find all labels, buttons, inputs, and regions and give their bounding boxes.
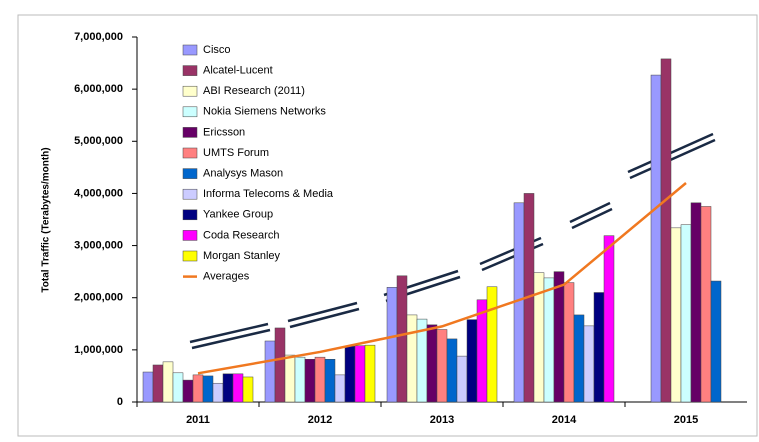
bar [142,371,154,403]
average-line [197,182,687,375]
legend-label: Analysys Mason [203,168,283,180]
bar [690,202,702,403]
legend-swatch [182,209,198,221]
legend-label: ABI Research (2011) [203,85,305,97]
legend-swatch [182,230,198,241]
bar [543,277,555,403]
bar [650,74,662,403]
y-tick-label: 1,000,000 [74,344,123,356]
bar [284,354,296,403]
bar [334,374,346,403]
bar [304,358,316,403]
bar [192,374,204,403]
legend-label: Yankee Group [203,209,273,221]
bar [324,358,336,403]
y-tick-label: 3,000,000 [74,239,123,251]
bar [710,280,722,403]
bar [294,356,306,403]
bar [700,206,712,403]
bar [456,355,468,403]
x-tick-label: 2011 [186,414,210,426]
legend-swatch [182,250,198,262]
bar [446,338,458,403]
bar [426,324,438,403]
bar [553,271,565,403]
bar [152,364,164,403]
bar [242,376,254,403]
legend-label: UMTS Forum [203,147,269,159]
bar [563,282,575,403]
bar [406,314,418,403]
x-tick-label: 2015 [674,414,698,426]
bar [314,356,326,403]
bar [603,235,615,403]
legend-label: Alcatel-Lucent [203,65,273,77]
legend-label: Cisco [203,44,231,56]
bar [274,327,286,403]
bar [172,372,184,403]
legend-label: Informa Telecoms & Media [203,188,334,200]
legend-swatch [182,127,198,138]
y-tick-label: 6,000,000 [74,83,123,95]
bar [182,379,194,403]
y-axis-label: Total Traffic (Terabytes/month) [41,147,52,292]
bar [680,224,692,403]
y-tick-label: 2,000,000 [74,292,123,304]
legend-swatch [182,106,198,118]
bar [396,275,408,403]
x-tick-label: 2012 [308,414,332,426]
bar [436,329,448,403]
bar [222,373,234,403]
legend-swatch [182,147,198,159]
legend-swatch [182,44,198,56]
bar [593,292,605,403]
bar [486,286,498,403]
y-tick-label: 0 [117,396,123,408]
bar [202,375,214,403]
legend-swatch [182,168,198,179]
legend-label: Ericsson [203,126,245,138]
legend-label: Morgan Stanley [203,250,281,262]
y-tick-label: 7,000,000 [74,31,123,43]
y-tick-label: 5,000,000 [74,135,123,147]
bar [354,345,366,403]
bar [466,319,478,403]
legend-swatch [182,65,198,76]
bar [162,361,174,403]
bar [264,340,276,403]
legend-label: Coda Research [203,229,279,241]
bar [670,227,682,403]
x-tick-label: 2013 [430,414,454,426]
bar [573,314,585,403]
legend-label: Averages [203,271,250,283]
bar [232,373,244,403]
bar [660,58,672,403]
y-tick-label: 4,000,000 [74,187,123,199]
legend-label: Nokia Siemens Networks [203,106,326,118]
bar [583,325,595,403]
legend-swatch [182,85,198,97]
bar [212,382,224,403]
bar [344,345,356,403]
legend-swatch [182,188,198,200]
bar [364,344,376,403]
bar [386,287,398,403]
frame [17,14,758,437]
x-tick-label: 2014 [552,414,577,426]
